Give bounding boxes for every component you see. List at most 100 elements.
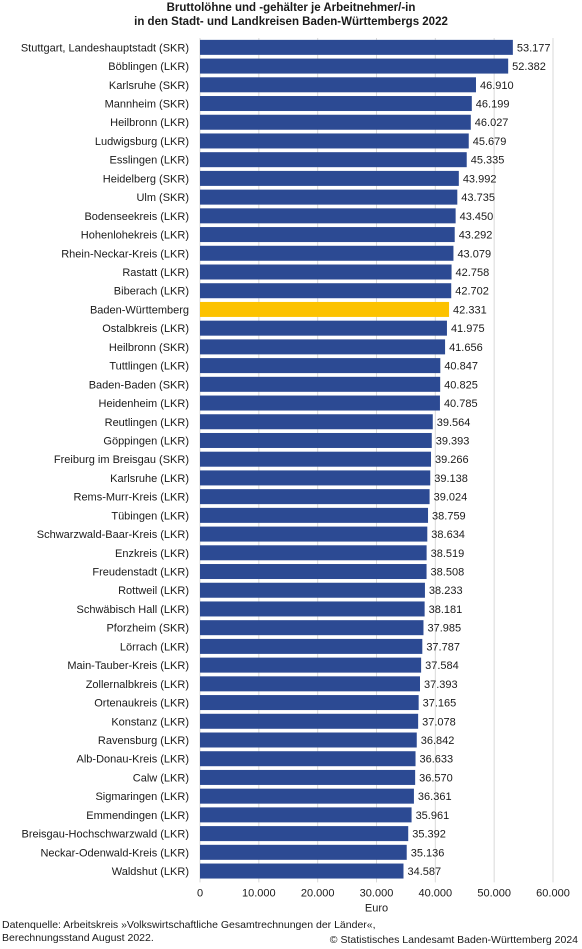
value-label: 43.079 [457, 248, 491, 260]
value-label: 36.361 [418, 791, 452, 803]
bar [200, 133, 469, 149]
category-label: Schwäbisch Hall (LKR) [77, 604, 189, 616]
bar [200, 152, 467, 168]
bar [200, 208, 456, 224]
category-label: Hohenlohekreis (LKR) [81, 230, 189, 242]
category-label: Freiburg im Breisgau (SKR) [54, 454, 189, 466]
value-label: 34.587 [407, 866, 441, 878]
bar [200, 489, 430, 505]
category-label: Böblingen (LKR) [108, 61, 189, 73]
bar [200, 769, 416, 785]
category-label: Ulm (SKR) [136, 192, 189, 204]
value-label: 39.393 [436, 435, 470, 447]
value-label: 38.519 [431, 548, 465, 560]
value-label: 43.992 [463, 173, 497, 185]
value-label: 42.758 [456, 267, 490, 279]
bar [200, 695, 419, 711]
category-label: Tübingen (LKR) [111, 510, 189, 522]
category-label: Waldshut (LKR) [112, 866, 189, 878]
category-label: Ravensburg (LKR) [98, 735, 189, 747]
bar [200, 96, 472, 112]
value-label: 38.634 [431, 529, 465, 541]
bar [200, 807, 412, 823]
x-tick-label: 30.000 [360, 887, 394, 899]
value-label: 38.508 [431, 567, 465, 579]
bar [200, 227, 455, 243]
bar [200, 283, 452, 299]
value-label: 41.656 [449, 342, 483, 354]
value-label: 37.393 [424, 679, 458, 691]
category-label: Reutlingen (LKR) [105, 417, 189, 429]
x-tick-label: 40.000 [419, 887, 453, 899]
bar [200, 751, 416, 767]
value-label: 46.027 [475, 117, 509, 129]
category-label: Baden-Baden (SKR) [89, 379, 189, 391]
bar [200, 564, 427, 580]
value-label: 42.331 [453, 304, 487, 316]
category-label: Biberach (LKR) [114, 286, 189, 298]
bar [200, 77, 476, 93]
value-label: 46.199 [476, 99, 510, 111]
source-line-2: Berechnungsstand August 2022. [2, 931, 154, 944]
value-label: 38.181 [429, 604, 463, 616]
x-tick-label: 60.000 [536, 887, 570, 899]
category-label: Rottweil (LKR) [118, 585, 189, 597]
bar [200, 432, 432, 448]
category-label: Rhein-Neckar-Kreis (LKR) [61, 248, 189, 260]
category-label: Enzkreis (LKR) [115, 548, 189, 560]
category-label: Heilbronn (SKR) [109, 342, 189, 354]
bar [200, 545, 427, 561]
category-label: Göppingen (LKR) [103, 435, 189, 447]
value-label: 35.136 [411, 847, 445, 859]
value-label: 43.450 [460, 211, 494, 223]
value-label: 38.759 [432, 510, 466, 522]
value-label: 53.177 [517, 42, 551, 54]
category-label: Heidelberg (SKR) [103, 173, 189, 185]
value-label: 42.702 [455, 286, 489, 298]
category-label: Breisgau-Hochschwarzwald (LKR) [21, 829, 189, 841]
value-label: 38.233 [429, 585, 463, 597]
bar [200, 114, 471, 130]
bar [200, 732, 417, 748]
value-label: 39.138 [434, 473, 468, 485]
category-label: Karlsruhe (LKR) [110, 473, 189, 485]
copyright-note: © Statistisches Landesamt Baden-Württemb… [329, 934, 578, 946]
bar [200, 395, 440, 411]
category-label: Schwarzwald-Baar-Kreis (LKR) [37, 529, 189, 541]
bar [200, 358, 441, 374]
bar [200, 189, 458, 205]
value-label: 45.679 [473, 136, 507, 148]
value-label: 35.392 [412, 829, 446, 841]
x-tick-label: 0 [197, 887, 203, 899]
x-tick-label: 50.000 [477, 887, 511, 899]
category-label: Emmendingen (LKR) [86, 810, 189, 822]
value-label: 40.785 [444, 398, 478, 410]
category-label: Pforzheim (SKR) [106, 623, 189, 635]
chart-title: Bruttolöhne und -gehälter je Arbeitnehme… [134, 2, 448, 28]
value-label: 52.382 [512, 61, 546, 73]
category-label: Neckar-Odenwald-Kreis (LKR) [40, 847, 189, 859]
bar [200, 826, 409, 842]
bar [200, 470, 431, 486]
value-label: 35.961 [416, 810, 450, 822]
category-label: Karlsruhe (SKR) [109, 80, 189, 92]
category-label: Baden-Württemberg [90, 304, 189, 316]
value-label: 36.633 [420, 754, 454, 766]
category-label: Rastatt (LKR) [122, 267, 189, 279]
category-label: Ostalbkreis (LKR) [102, 323, 189, 335]
bar [200, 526, 428, 542]
value-label: 40.847 [444, 361, 478, 373]
bar [200, 451, 432, 467]
value-label: 37.165 [423, 698, 457, 710]
value-label: 37.787 [426, 641, 460, 653]
bar [200, 170, 459, 186]
value-label: 37.985 [427, 623, 461, 635]
category-label: Rems-Murr-Kreis (LKR) [74, 492, 190, 504]
bar [200, 657, 422, 673]
category-label: Ortenaukreis (LKR) [94, 698, 189, 710]
category-label: Mannheim (SKR) [105, 99, 189, 111]
value-label: 45.335 [471, 155, 505, 167]
value-label: 37.078 [422, 716, 456, 728]
value-label: 43.292 [459, 230, 493, 242]
